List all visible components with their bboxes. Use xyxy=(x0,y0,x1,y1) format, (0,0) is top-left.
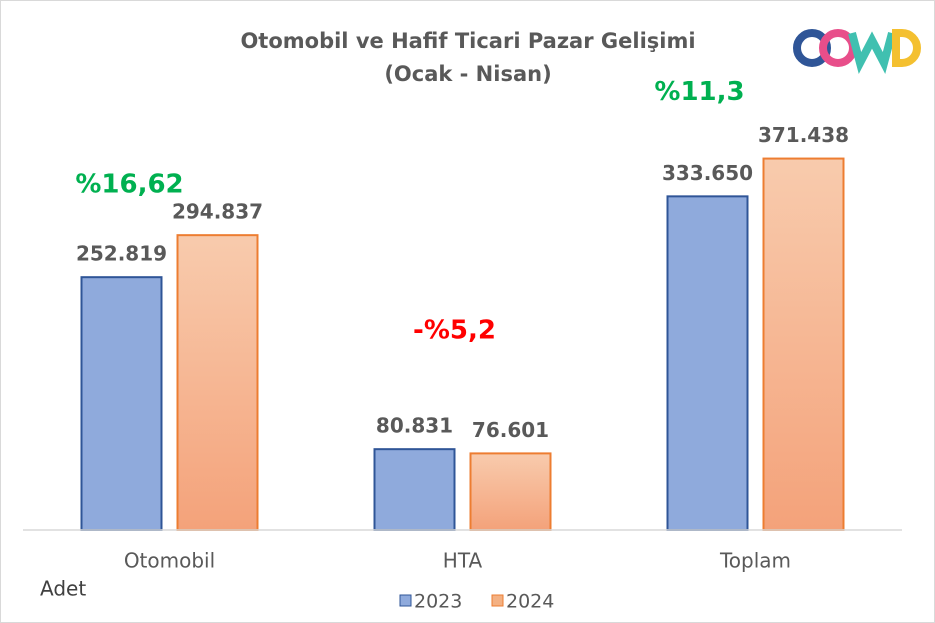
bar xyxy=(666,195,749,531)
x-tick-label: Toplam xyxy=(719,549,791,573)
x-tick-label: HTA xyxy=(443,549,483,573)
legend-label: 2024 xyxy=(506,591,554,613)
data-label: 333.650 xyxy=(662,161,753,185)
bar xyxy=(762,157,845,531)
data-label: 294.837 xyxy=(172,200,263,224)
bar xyxy=(469,452,552,531)
y-axis-label: Adet xyxy=(40,577,86,601)
bar xyxy=(176,234,259,531)
legend-swatch xyxy=(399,594,412,607)
logo xyxy=(793,29,921,74)
data-label: 371.438 xyxy=(758,123,849,147)
bar xyxy=(373,448,456,532)
annotation: %11,3 xyxy=(654,77,744,107)
annotation: -%5,2 xyxy=(413,316,496,346)
x-tick-label: Otomobil xyxy=(124,549,215,573)
legend-label: 2023 xyxy=(414,591,462,613)
chart-subtitle: (Ocak - Nisan) xyxy=(384,62,551,86)
chart-title: Otomobil ve Hafif Ticari Pazar Gelişimi xyxy=(240,29,695,53)
data-label: 252.819 xyxy=(76,242,167,266)
annotation: %16,62 xyxy=(75,170,183,200)
data-label: 76.601 xyxy=(472,418,549,442)
bar xyxy=(80,276,163,531)
legend-swatch xyxy=(491,594,504,607)
data-label: 80.831 xyxy=(376,414,453,438)
